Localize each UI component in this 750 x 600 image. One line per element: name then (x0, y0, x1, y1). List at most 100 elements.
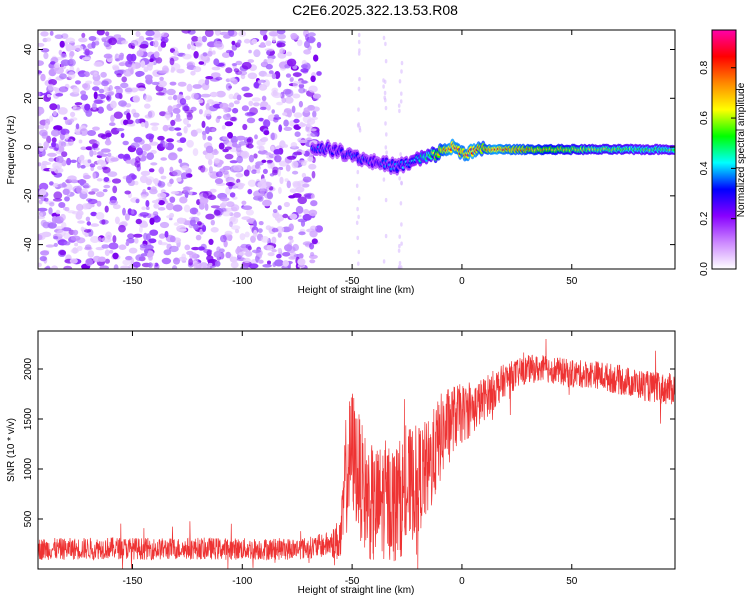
spectrogram-noise-speckle (48, 168, 57, 172)
spectrogram-streak-speckle (355, 183, 359, 188)
spectrogram-noise-speckle (135, 198, 140, 204)
spectrogram-noise-speckle (38, 124, 45, 130)
spectrogram-noise-speckle (82, 56, 92, 61)
spectrogram-noise-speckle (110, 114, 115, 123)
spectrogram-noise-speckle (258, 84, 268, 91)
spectrogram-noise-speckle (235, 173, 244, 178)
spectrogram-noise-speckle (251, 249, 261, 254)
spectrogram-noise-speckle (154, 262, 159, 267)
spectrogram-noise-speckle (266, 159, 274, 163)
spectrogram-noise-speckle (45, 265, 51, 269)
spectrogram-noise-speckle (101, 236, 112, 243)
spectrogram-noise-speckle (135, 254, 144, 261)
spectrogram-noise-speckle (268, 70, 274, 75)
spectrogram-noise-speckle (289, 213, 298, 220)
spectrogram-noise-speckle (51, 265, 58, 269)
spectrogram-noise-speckle (205, 265, 211, 269)
spectrogram-noise-speckle (229, 192, 236, 198)
spectrogram-noise-speckle (199, 196, 209, 205)
spectrogram-noise-speckle (143, 248, 149, 254)
spectrogram-noise-speckle (186, 123, 191, 128)
spectrogram-noise-speckle (253, 49, 261, 58)
spectrogram-noise-speckle (144, 103, 151, 109)
spectrogram-noise-speckle (38, 262, 42, 268)
spectrogram-frame (37, 29, 676, 270)
spectrogram-noise-speckle (120, 220, 128, 225)
spectrogram-noise-speckle (282, 252, 291, 257)
spectrogram-noise-speckle (61, 227, 72, 232)
spectrogram-noise-speckle (54, 34, 64, 39)
spectrogram-noise-speckle (207, 135, 213, 141)
spectrogram-noise-speckle (70, 159, 77, 163)
spectrogram-streak-speckle (398, 260, 402, 266)
spectrogram-noise-speckle (38, 207, 48, 212)
spectrogram-noise-speckle (305, 33, 309, 42)
spectrogram-noise-speckle (39, 212, 44, 217)
spectrogram-noise-speckle (266, 245, 275, 251)
spectrogram-noise-speckle (99, 265, 109, 269)
spectrogram-streak-speckle (384, 145, 388, 150)
spectrogram-noise-speckle (112, 235, 117, 243)
spectrogram-noise-speckle (286, 51, 293, 57)
spectrogram-noise-speckle (112, 204, 121, 210)
spectrogram-noise-speckle (287, 235, 294, 240)
snr-panel: -150 -100 -50 0 50 500 1000 1500 2000 SNR (10 * … (6, 330, 676, 596)
spectrogram-noise-speckle (187, 43, 191, 50)
spectrogram-noise-speckle (83, 229, 92, 233)
spectrogram-noise-speckle (230, 261, 239, 269)
spectrogram-noise-speckle (97, 165, 103, 170)
spectrogram-noise-speckle (205, 103, 210, 111)
spectrogram-noise-speckle (80, 90, 87, 96)
spectrogram-noise-speckle (309, 259, 316, 264)
spectrogram-noise-speckle (158, 200, 165, 206)
spectrogram-noise-speckle (312, 93, 322, 99)
spectrogram-noise-speckle (200, 93, 211, 98)
spectrogram-noise-speckle (167, 105, 173, 113)
spectrogram-noise-speckle (284, 244, 293, 252)
spectrogram-noise-speckle (93, 61, 103, 67)
spectrogram-streak-speckle (384, 197, 388, 203)
spectrogram-noise-speckle (97, 133, 106, 138)
spectrogram-noise-speckle (312, 106, 320, 112)
spectrogram-noise-speckle (260, 187, 265, 196)
spectrogram-noise-speckle (270, 132, 275, 141)
spectrogram-noise-speckle (214, 158, 220, 164)
spectrogram-noise-speckle (96, 30, 105, 36)
spectrogram-noise-speckle (247, 179, 257, 187)
spectrogram-noise-speckle (54, 67, 64, 74)
spectrogram-noise-speckle (151, 125, 159, 131)
spectrogram-noise-speckle (277, 205, 282, 211)
spectrogram-noise-speckle (155, 57, 163, 64)
spectrogram-noise-speckle (274, 259, 284, 267)
spectrogram-noise-speckle (227, 30, 235, 37)
spectrogram-noise-speckle (63, 241, 71, 246)
spectrogram-noise-speckle (277, 248, 282, 253)
spectrogram-streak-speckle (399, 152, 402, 157)
spectrogram-noise-speckle (167, 96, 173, 101)
spectrogram-noise-speckle (45, 37, 52, 42)
spectrogram-noise-speckle (128, 66, 134, 72)
spectrogram-noise-speckle (136, 147, 143, 156)
spectrogram-noise-speckle (196, 221, 202, 226)
spectrogram-noise-speckle (143, 232, 148, 241)
spectrogram-streak-speckle (398, 108, 401, 114)
spectrogram-noise-speckle (50, 61, 56, 65)
spectrogram-noise-speckle (149, 141, 159, 146)
spectrogram-noise-speckle (125, 255, 133, 261)
spectrogram-noise-speckle (150, 122, 160, 126)
spectrogram-streak-speckle (398, 243, 401, 249)
spectrogram-noise-speckle (301, 80, 308, 84)
spectrogram-noise-speckle (292, 170, 299, 175)
spectrogram-noise-speckle (87, 198, 98, 205)
spectrogram-noise-speckle (205, 76, 214, 80)
spectrogram-noise-speckle (90, 211, 97, 217)
spectrogram-noise-speckle (120, 132, 125, 139)
spectrogram-noise-speckle (112, 66, 120, 71)
spectrogram-noise-speckle (210, 72, 221, 78)
spectrogram-noise-speckle (193, 66, 202, 73)
spectrogram-noise-speckle (168, 152, 178, 161)
spectrogram-noise-speckle (113, 264, 119, 269)
spectrogram-noise-speckle (246, 117, 256, 124)
spectrogram-noise-speckle (88, 36, 97, 41)
spectrogram-noise-speckle (55, 209, 61, 215)
